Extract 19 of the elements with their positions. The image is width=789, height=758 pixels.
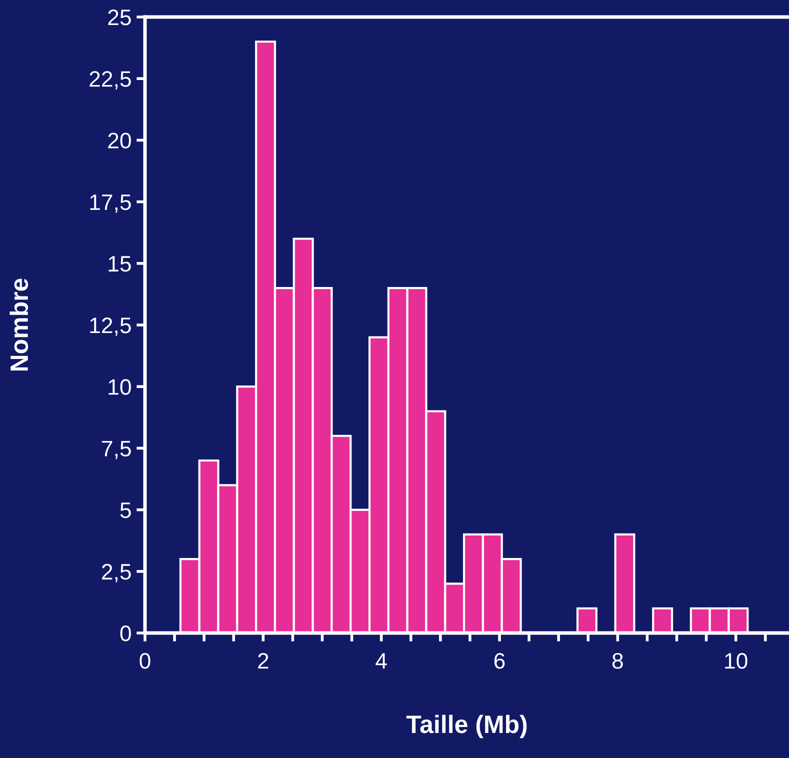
x-axis-title: Taille (Mb) bbox=[406, 714, 527, 738]
y-tick-label: 20 bbox=[108, 132, 131, 148]
x-tick-label: 2 bbox=[258, 653, 268, 669]
y-tick-label: 15 bbox=[108, 256, 131, 272]
x-tick-label: 10 bbox=[725, 653, 748, 669]
y-tick-label: 12,5 bbox=[90, 318, 131, 336]
y-tick-label: 25 bbox=[108, 10, 131, 26]
y-tick-label: 22,5 bbox=[90, 71, 131, 90]
y-tick-label: 7,5 bbox=[102, 440, 131, 460]
y-tick-label: 0 bbox=[120, 626, 131, 642]
x-tick-label: 8 bbox=[612, 653, 623, 669]
x-tick-label: 4 bbox=[376, 653, 387, 669]
x-tick-label: 6 bbox=[494, 653, 505, 669]
y-axis-title: Nombre bbox=[10, 278, 28, 371]
y-tick-label: 2,5 bbox=[102, 564, 131, 582]
y-tick-label: 17,5 bbox=[90, 194, 131, 213]
x-tick-label: 0 bbox=[140, 653, 150, 669]
y-tick-label: 5 bbox=[120, 502, 131, 518]
y-tick-label: 10 bbox=[108, 379, 131, 395]
